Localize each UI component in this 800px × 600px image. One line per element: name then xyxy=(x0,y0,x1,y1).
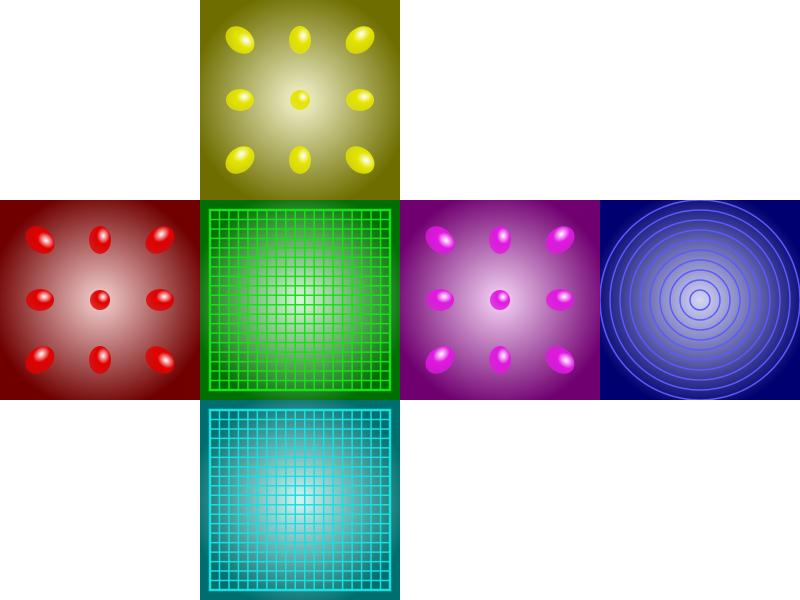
front-face-background xyxy=(200,200,400,400)
right-face-art xyxy=(400,200,600,400)
grid-border xyxy=(208,408,392,592)
cube-face-bottom xyxy=(200,400,400,600)
dot xyxy=(545,346,575,374)
ring xyxy=(619,219,781,381)
dot xyxy=(425,346,455,374)
top-face-art xyxy=(200,0,400,200)
ring xyxy=(609,209,791,391)
dot xyxy=(89,226,111,254)
dot xyxy=(346,89,374,111)
ring xyxy=(669,269,731,331)
cube-face-left xyxy=(0,200,200,400)
dot xyxy=(545,226,575,254)
dot xyxy=(426,289,454,311)
ring xyxy=(659,259,741,341)
dot xyxy=(225,146,255,174)
bottom-face-background xyxy=(200,400,400,600)
bottom-face-art xyxy=(200,400,400,600)
bottom-grid xyxy=(208,408,392,592)
back-rings xyxy=(600,200,800,400)
front-grid xyxy=(208,208,392,392)
dot xyxy=(489,346,511,374)
dot xyxy=(226,89,254,111)
ring xyxy=(689,289,711,311)
dot xyxy=(345,146,375,174)
dot xyxy=(146,289,174,311)
cube-face-back xyxy=(600,200,800,400)
cube-face-right xyxy=(400,200,600,400)
cube-face-top xyxy=(200,0,400,200)
dot xyxy=(289,26,311,54)
dot xyxy=(145,346,175,374)
back-face-art xyxy=(600,200,800,400)
dot xyxy=(290,90,310,110)
dot xyxy=(25,346,55,374)
dot xyxy=(490,290,510,310)
ring xyxy=(629,229,771,371)
ring xyxy=(639,239,761,361)
dot xyxy=(225,26,255,54)
back-face-background xyxy=(600,200,800,400)
dot xyxy=(25,226,55,254)
cube-face-front xyxy=(200,200,400,400)
dot xyxy=(89,346,111,374)
front-face-art xyxy=(200,200,400,400)
grid-border xyxy=(208,208,392,392)
dot xyxy=(90,290,110,310)
dot xyxy=(425,226,455,254)
left-face-art xyxy=(0,200,200,400)
ring xyxy=(679,279,721,321)
dot xyxy=(289,146,311,174)
ring xyxy=(649,249,751,351)
dot xyxy=(345,26,375,54)
dot xyxy=(489,226,511,254)
dot xyxy=(26,289,54,311)
dot xyxy=(546,289,574,311)
dot xyxy=(145,226,175,254)
